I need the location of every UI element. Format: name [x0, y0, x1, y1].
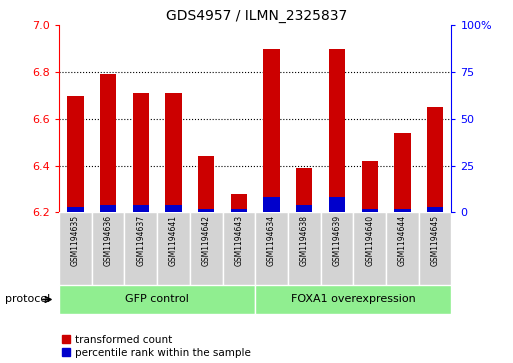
- Bar: [165, 205, 182, 212]
- Bar: [59, 285, 255, 314]
- Text: FOXA1 overexpression: FOXA1 overexpression: [291, 294, 416, 305]
- Bar: [124, 212, 157, 285]
- Bar: [132, 205, 149, 212]
- Text: protocol: protocol: [5, 294, 50, 305]
- Bar: [132, 93, 149, 212]
- Bar: [288, 212, 321, 285]
- Bar: [394, 209, 410, 212]
- Bar: [386, 212, 419, 285]
- Bar: [92, 212, 125, 285]
- Bar: [296, 205, 312, 212]
- Bar: [296, 168, 312, 212]
- Bar: [394, 133, 410, 212]
- Text: GSM1194641: GSM1194641: [169, 215, 178, 265]
- Bar: [223, 212, 255, 285]
- Text: GSM1194639: GSM1194639: [332, 215, 342, 266]
- Bar: [67, 95, 84, 212]
- Text: GSM1194636: GSM1194636: [104, 215, 112, 266]
- Bar: [321, 212, 353, 285]
- Text: GFP control: GFP control: [125, 294, 189, 305]
- Text: GDS4957 / ILMN_2325837: GDS4957 / ILMN_2325837: [166, 9, 347, 23]
- Text: GSM1194637: GSM1194637: [136, 215, 145, 266]
- Bar: [427, 207, 443, 212]
- Bar: [190, 212, 223, 285]
- Bar: [100, 205, 116, 212]
- Bar: [419, 212, 451, 285]
- Bar: [165, 93, 182, 212]
- Bar: [329, 197, 345, 212]
- Bar: [263, 49, 280, 212]
- Text: GSM1194635: GSM1194635: [71, 215, 80, 266]
- Text: GSM1194643: GSM1194643: [234, 215, 243, 266]
- Bar: [198, 156, 214, 212]
- Text: GSM1194644: GSM1194644: [398, 215, 407, 266]
- Bar: [362, 209, 378, 212]
- Bar: [263, 197, 280, 212]
- Bar: [353, 212, 386, 285]
- Legend: transformed count, percentile rank within the sample: transformed count, percentile rank withi…: [62, 335, 251, 358]
- Bar: [100, 74, 116, 212]
- Bar: [255, 212, 288, 285]
- Bar: [59, 212, 92, 285]
- Bar: [198, 209, 214, 212]
- Bar: [157, 212, 190, 285]
- Bar: [362, 161, 378, 212]
- Text: GSM1194645: GSM1194645: [430, 215, 440, 266]
- Text: GSM1194638: GSM1194638: [300, 215, 309, 265]
- Text: GSM1194634: GSM1194634: [267, 215, 276, 266]
- Bar: [231, 209, 247, 212]
- Bar: [255, 285, 451, 314]
- Bar: [329, 49, 345, 212]
- Bar: [231, 193, 247, 212]
- Bar: [427, 107, 443, 212]
- Bar: [67, 207, 84, 212]
- Text: GSM1194642: GSM1194642: [202, 215, 211, 265]
- Text: GSM1194640: GSM1194640: [365, 215, 374, 266]
